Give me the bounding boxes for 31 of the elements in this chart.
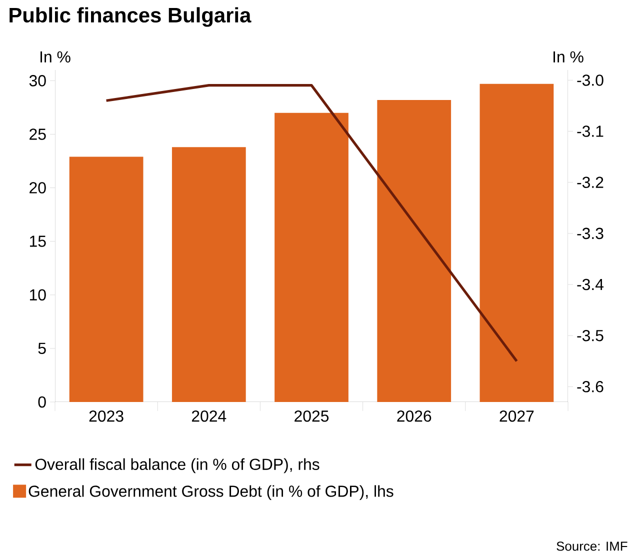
- y-tick-label: 25: [30, 128, 46, 140]
- bar: [480, 84, 554, 402]
- x-tick-label: 2026: [397, 410, 432, 422]
- y2-tick-label: -3.5: [577, 330, 604, 342]
- x-tick-label: 2023: [89, 410, 124, 422]
- y-axis-title: In %: [40, 51, 70, 62]
- bar: [377, 100, 452, 402]
- bar: [69, 156, 144, 402]
- y-tick-label: 15: [30, 236, 46, 247]
- y-tick-label: 0: [38, 396, 46, 408]
- y-tick-label: 20: [30, 182, 46, 194]
- y-tick-label: 30: [29, 75, 46, 86]
- y2-tick-label: -3.6: [577, 381, 604, 392]
- bar: [274, 112, 348, 402]
- y2-tick-label: -3.4: [577, 278, 604, 290]
- y-tick-label: 5: [38, 342, 46, 354]
- source-note: Source: IMF: [556, 542, 628, 551]
- y2-tick-label: -3.2: [577, 176, 604, 188]
- y2-tick-label: -3.0: [577, 74, 604, 86]
- x-tick-label: 2027: [500, 410, 534, 422]
- bar: [172, 147, 246, 402]
- y2-tick-label: -3.3: [577, 228, 604, 240]
- chart-title: Public finances Bulgaria: [10, 7, 252, 27]
- legend-label: General Government Gross Debt (in % of GDP), lhs: [28, 485, 394, 500]
- y2-tick-label: -3.1: [577, 126, 604, 137]
- legend-label: Overall fiscal balance (in % of GDP), rhs: [35, 458, 320, 474]
- x-tick-label: 2024: [192, 410, 226, 422]
- line-series: [105, 84, 518, 362]
- x-tick-label: 2025: [294, 410, 329, 422]
- y2-axis-title: In %: [554, 51, 584, 62]
- y-tick-label: 10: [30, 289, 46, 301]
